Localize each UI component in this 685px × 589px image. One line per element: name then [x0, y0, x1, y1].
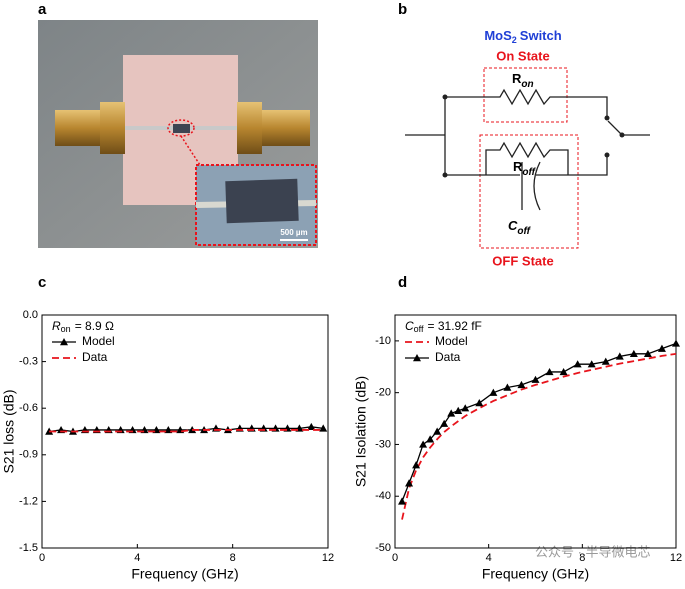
data-point: [517, 380, 526, 389]
x-tick-label: 0: [39, 552, 45, 564]
off-state-label: OFF State: [492, 253, 553, 268]
x-axis-label: Frequency (GHz): [482, 566, 589, 582]
data-point: [319, 424, 328, 432]
circuit-title: MoS2 Switch: [484, 28, 561, 45]
y-tick-label: -0.3: [19, 356, 38, 368]
circuit: [405, 67, 650, 249]
data-point: [426, 435, 435, 443]
data-point: [405, 479, 414, 487]
y-tick-label: -30: [375, 438, 391, 450]
annotation-symbol: R: [52, 319, 61, 333]
legend-label: Model: [435, 334, 468, 348]
text: Switch: [520, 28, 562, 43]
data-point: [461, 404, 470, 412]
series-line: [401, 352, 677, 520]
data-point: [433, 427, 442, 435]
x-tick-label: 12: [322, 552, 334, 564]
x-tick-label: 12: [670, 552, 682, 564]
panel-label: a: [38, 1, 47, 18]
y-tick-label: 0.0: [23, 309, 38, 321]
y-tick-label: -1.5: [19, 542, 38, 554]
r-on-label: Ron: [512, 71, 534, 89]
annotation-text: = 8.9 Ω: [75, 319, 114, 333]
data-point: [503, 383, 512, 391]
x-tick-label: 8: [579, 552, 585, 564]
x-tick-label: 4: [486, 552, 492, 564]
y-tick-label: -40: [375, 490, 391, 502]
legend-label: Data: [435, 350, 461, 364]
panel-label: c: [38, 274, 46, 291]
annotation: Ron = 8.9 Ω: [52, 319, 114, 334]
r-off-label: Roff: [513, 159, 537, 177]
y-axis-label: S21 Isolation (dB): [353, 376, 369, 487]
y-axis-label: S21 loss (dB): [1, 389, 17, 473]
annotation-subscript: off: [414, 324, 424, 334]
text: off: [517, 226, 531, 237]
text: off: [522, 167, 536, 178]
data-point: [307, 422, 316, 431]
y-tick-label: -10: [375, 335, 391, 347]
text: R: [512, 71, 522, 86]
annotation-symbol: C: [405, 319, 414, 333]
data-point: [643, 349, 652, 358]
data-point: [447, 409, 456, 417]
legend-label: Model: [82, 334, 115, 348]
data-point: [629, 349, 638, 358]
legend-marker: [60, 338, 68, 346]
annotation-text: = 31.92 fF: [428, 319, 482, 333]
data-point: [398, 497, 407, 505]
plot-frame: [41, 314, 329, 549]
data-point: [559, 367, 568, 376]
panel-label: b: [398, 1, 407, 18]
series-line: [49, 429, 324, 433]
y-tick-label: -20: [375, 387, 391, 399]
legend-label: Data: [82, 350, 108, 364]
x-axis-label: Frequency (GHz): [131, 566, 238, 582]
data-point: [601, 357, 610, 365]
text: MoS: [484, 28, 512, 43]
plot-frame: [394, 314, 677, 549]
data-point: [412, 461, 421, 469]
x-tick-label: 4: [134, 552, 140, 564]
scale-bar-label: 500 µm: [280, 228, 307, 237]
legend-marker: [413, 354, 421, 362]
x-tick-label: 0: [392, 552, 398, 564]
data-point: [489, 388, 498, 396]
annotation-subscript: on: [61, 324, 71, 334]
on-state-label: On State: [496, 48, 549, 63]
data-point: [440, 419, 449, 427]
data-point: [672, 339, 680, 347]
data-point: [587, 360, 596, 368]
data-point: [657, 344, 666, 352]
data-point: [454, 406, 463, 414]
data-point: [475, 399, 484, 407]
text: on: [521, 79, 533, 90]
panel-label: d: [398, 274, 407, 291]
y-tick-label: -50: [375, 542, 391, 554]
y-tick-label: -0.9: [19, 449, 38, 461]
text: C: [508, 218, 518, 233]
text: 2: [512, 35, 517, 45]
data-point: [531, 375, 540, 383]
data-point: [615, 352, 624, 360]
y-tick-label: -0.6: [19, 402, 38, 414]
x-tick-label: 8: [230, 552, 236, 564]
annotation: Coff = 31.92 fF: [405, 319, 482, 334]
watermark: 公众号 · 半导微电芯: [535, 544, 651, 559]
data-point: [573, 360, 582, 368]
photo: 500 µm: [38, 20, 318, 248]
c-off-label: Coff: [508, 218, 532, 236]
y-tick-label: -1.2: [19, 495, 38, 507]
text: R: [513, 159, 523, 174]
data-point: [545, 367, 554, 376]
data-point: [419, 440, 428, 448]
